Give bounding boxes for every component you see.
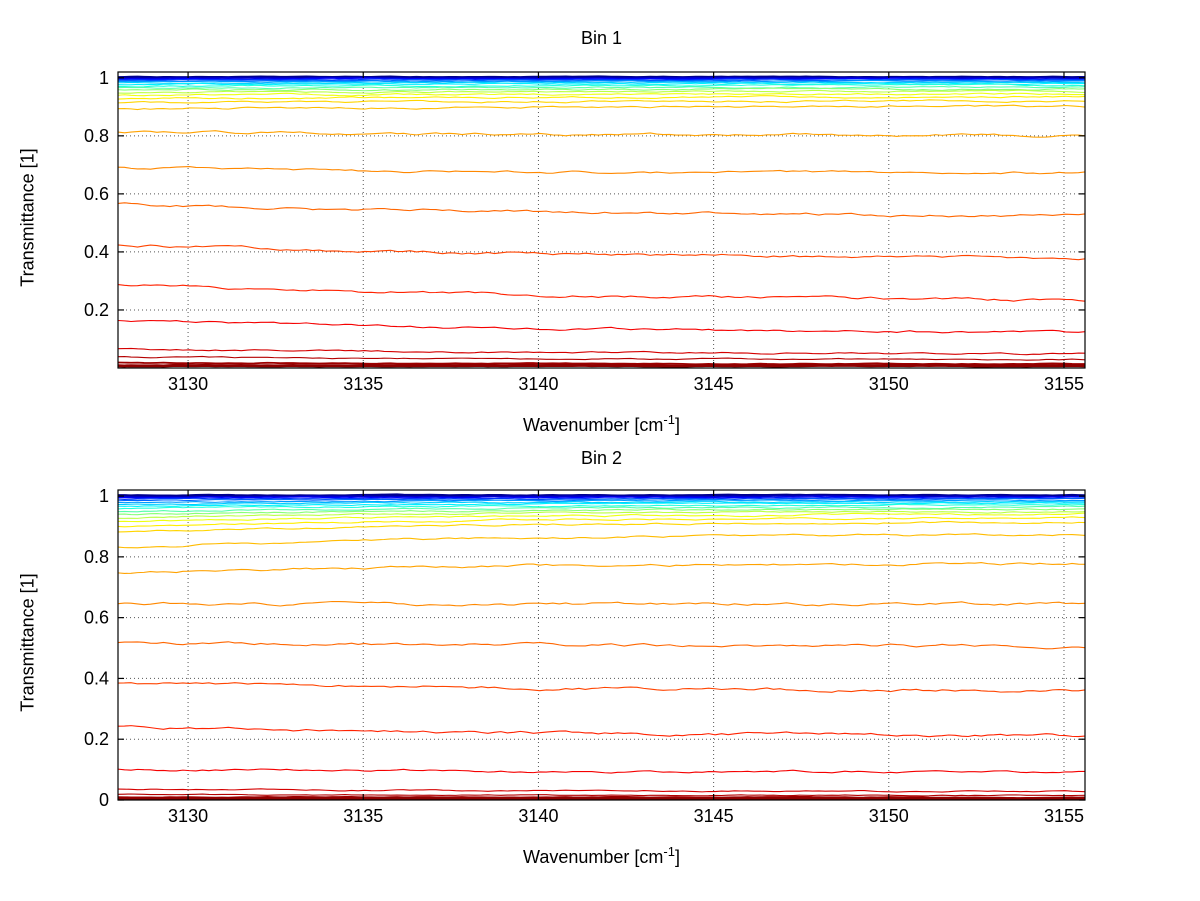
bin1-xlabel-suffix: ] — [674, 415, 680, 435]
y-tick-label: 0.4 — [84, 668, 109, 688]
spectrum-line — [118, 79, 1085, 83]
spectrum-line — [118, 283, 1085, 302]
spectrum-line — [118, 682, 1085, 693]
spectrum-line — [118, 516, 1085, 528]
y-tick-label: 1 — [99, 486, 109, 506]
x-tick-label: 3155 — [1044, 806, 1084, 826]
spectrum-line — [118, 244, 1085, 261]
spectrum-line — [118, 319, 1085, 334]
spectrum-line — [118, 166, 1085, 175]
x-tick-label: 3130 — [168, 806, 208, 826]
axis-box — [117, 71, 1086, 369]
spectrum-line — [118, 497, 1085, 502]
spectrum-line — [118, 99, 1085, 104]
bin2-xlabel: Wavenumber [cm-1] — [118, 844, 1085, 868]
y-tick-label: 1 — [99, 68, 109, 88]
x-tick-label: 3150 — [869, 806, 909, 826]
spectrum-line — [118, 89, 1085, 94]
spectrum-line — [118, 505, 1085, 513]
bin1-ylabel: Transmittance [1] — [17, 148, 38, 287]
bin2-ylabel: Transmittance [1] — [17, 573, 38, 712]
y-tick-label: 0.8 — [84, 126, 109, 146]
spectrum-line — [118, 499, 1085, 504]
spectrum-line — [118, 510, 1085, 519]
x-tick-label: 3155 — [1044, 374, 1084, 394]
spectrum-line — [118, 82, 1085, 86]
bin2-xlabel-text: Wavenumber [cm — [523, 847, 664, 867]
x-tick-label: 3135 — [343, 374, 383, 394]
spectrum-line — [118, 83, 1085, 88]
y-tick-label: 0.2 — [84, 729, 109, 749]
spectrum-line — [118, 788, 1085, 793]
y-tick-label: 0.8 — [84, 547, 109, 567]
spectrum-line — [118, 92, 1085, 97]
spectrum-line — [118, 78, 1085, 81]
spectrum-line — [118, 725, 1085, 738]
spectrum-line — [118, 501, 1085, 507]
spectrum-line — [118, 533, 1085, 549]
subplot-bin2: 3130 3135 3140 3145 3150 3155 0 0.2 0.4 0.6 0.8 1 — [84, 486, 1086, 826]
x-tick-label: 3145 — [694, 806, 734, 826]
spectrum-line — [118, 347, 1085, 356]
spectrum-line — [118, 363, 1085, 368]
x-tick-label: 3130 — [168, 374, 208, 394]
bin1-xlabel: Wavenumber [cm-1] — [118, 412, 1085, 436]
spectrum-line — [118, 512, 1085, 523]
spectrum-line — [118, 95, 1085, 100]
spectrum-line — [118, 562, 1085, 574]
bin2-xlabel-suffix: ] — [674, 847, 680, 867]
spectrum-line — [118, 85, 1085, 90]
spectrum-line — [118, 500, 1085, 506]
x-tick-label: 3140 — [518, 374, 558, 394]
spectrum-line — [118, 520, 1085, 533]
x-tick-label: 3140 — [518, 806, 558, 826]
spectrum-line — [118, 796, 1085, 800]
bin1-xlabel-text: Wavenumber [cm — [523, 415, 664, 435]
spectrum-line — [118, 641, 1085, 650]
y-tick-label: 0.6 — [84, 184, 109, 204]
bin2-xlabel-superscript: -1 — [663, 844, 675, 859]
axis-box — [117, 489, 1086, 801]
spectra-lines — [118, 493, 1085, 800]
spectrum-line — [118, 793, 1085, 797]
spectrum-line — [118, 81, 1085, 85]
spectrum-line — [118, 104, 1085, 111]
bin2-title: Bin 2 — [580, 448, 623, 468]
x-tick-label: 3150 — [869, 374, 909, 394]
spectrum-line — [118, 493, 1085, 498]
x-tick-label: 3145 — [694, 374, 734, 394]
y-tick-label: 0.2 — [84, 300, 109, 320]
spectrum-line — [118, 355, 1085, 361]
y-tick-label: 0.6 — [84, 608, 109, 628]
spectrum-line — [118, 130, 1085, 138]
spectrum-line — [118, 496, 1085, 499]
y-tick-label: 0 — [99, 790, 109, 810]
spectrum-line — [118, 87, 1085, 92]
bin1-xlabel-superscript: -1 — [663, 412, 675, 427]
subplot-bin1: 3130 3135 3140 3145 3150 3155 0.2 0.4 0.6 0.8 1 — [84, 68, 1086, 394]
bin1-title: Bin 1 — [580, 28, 623, 48]
spectrum-line — [118, 202, 1085, 218]
x-tick-label: 3135 — [343, 806, 383, 826]
spectrum-line — [118, 600, 1085, 607]
spectra-lines — [118, 75, 1085, 368]
y-tick-label: 0.4 — [84, 242, 109, 262]
spectrum-line — [118, 503, 1085, 510]
spectrum-line — [118, 508, 1085, 516]
spectrum-line — [118, 768, 1085, 774]
